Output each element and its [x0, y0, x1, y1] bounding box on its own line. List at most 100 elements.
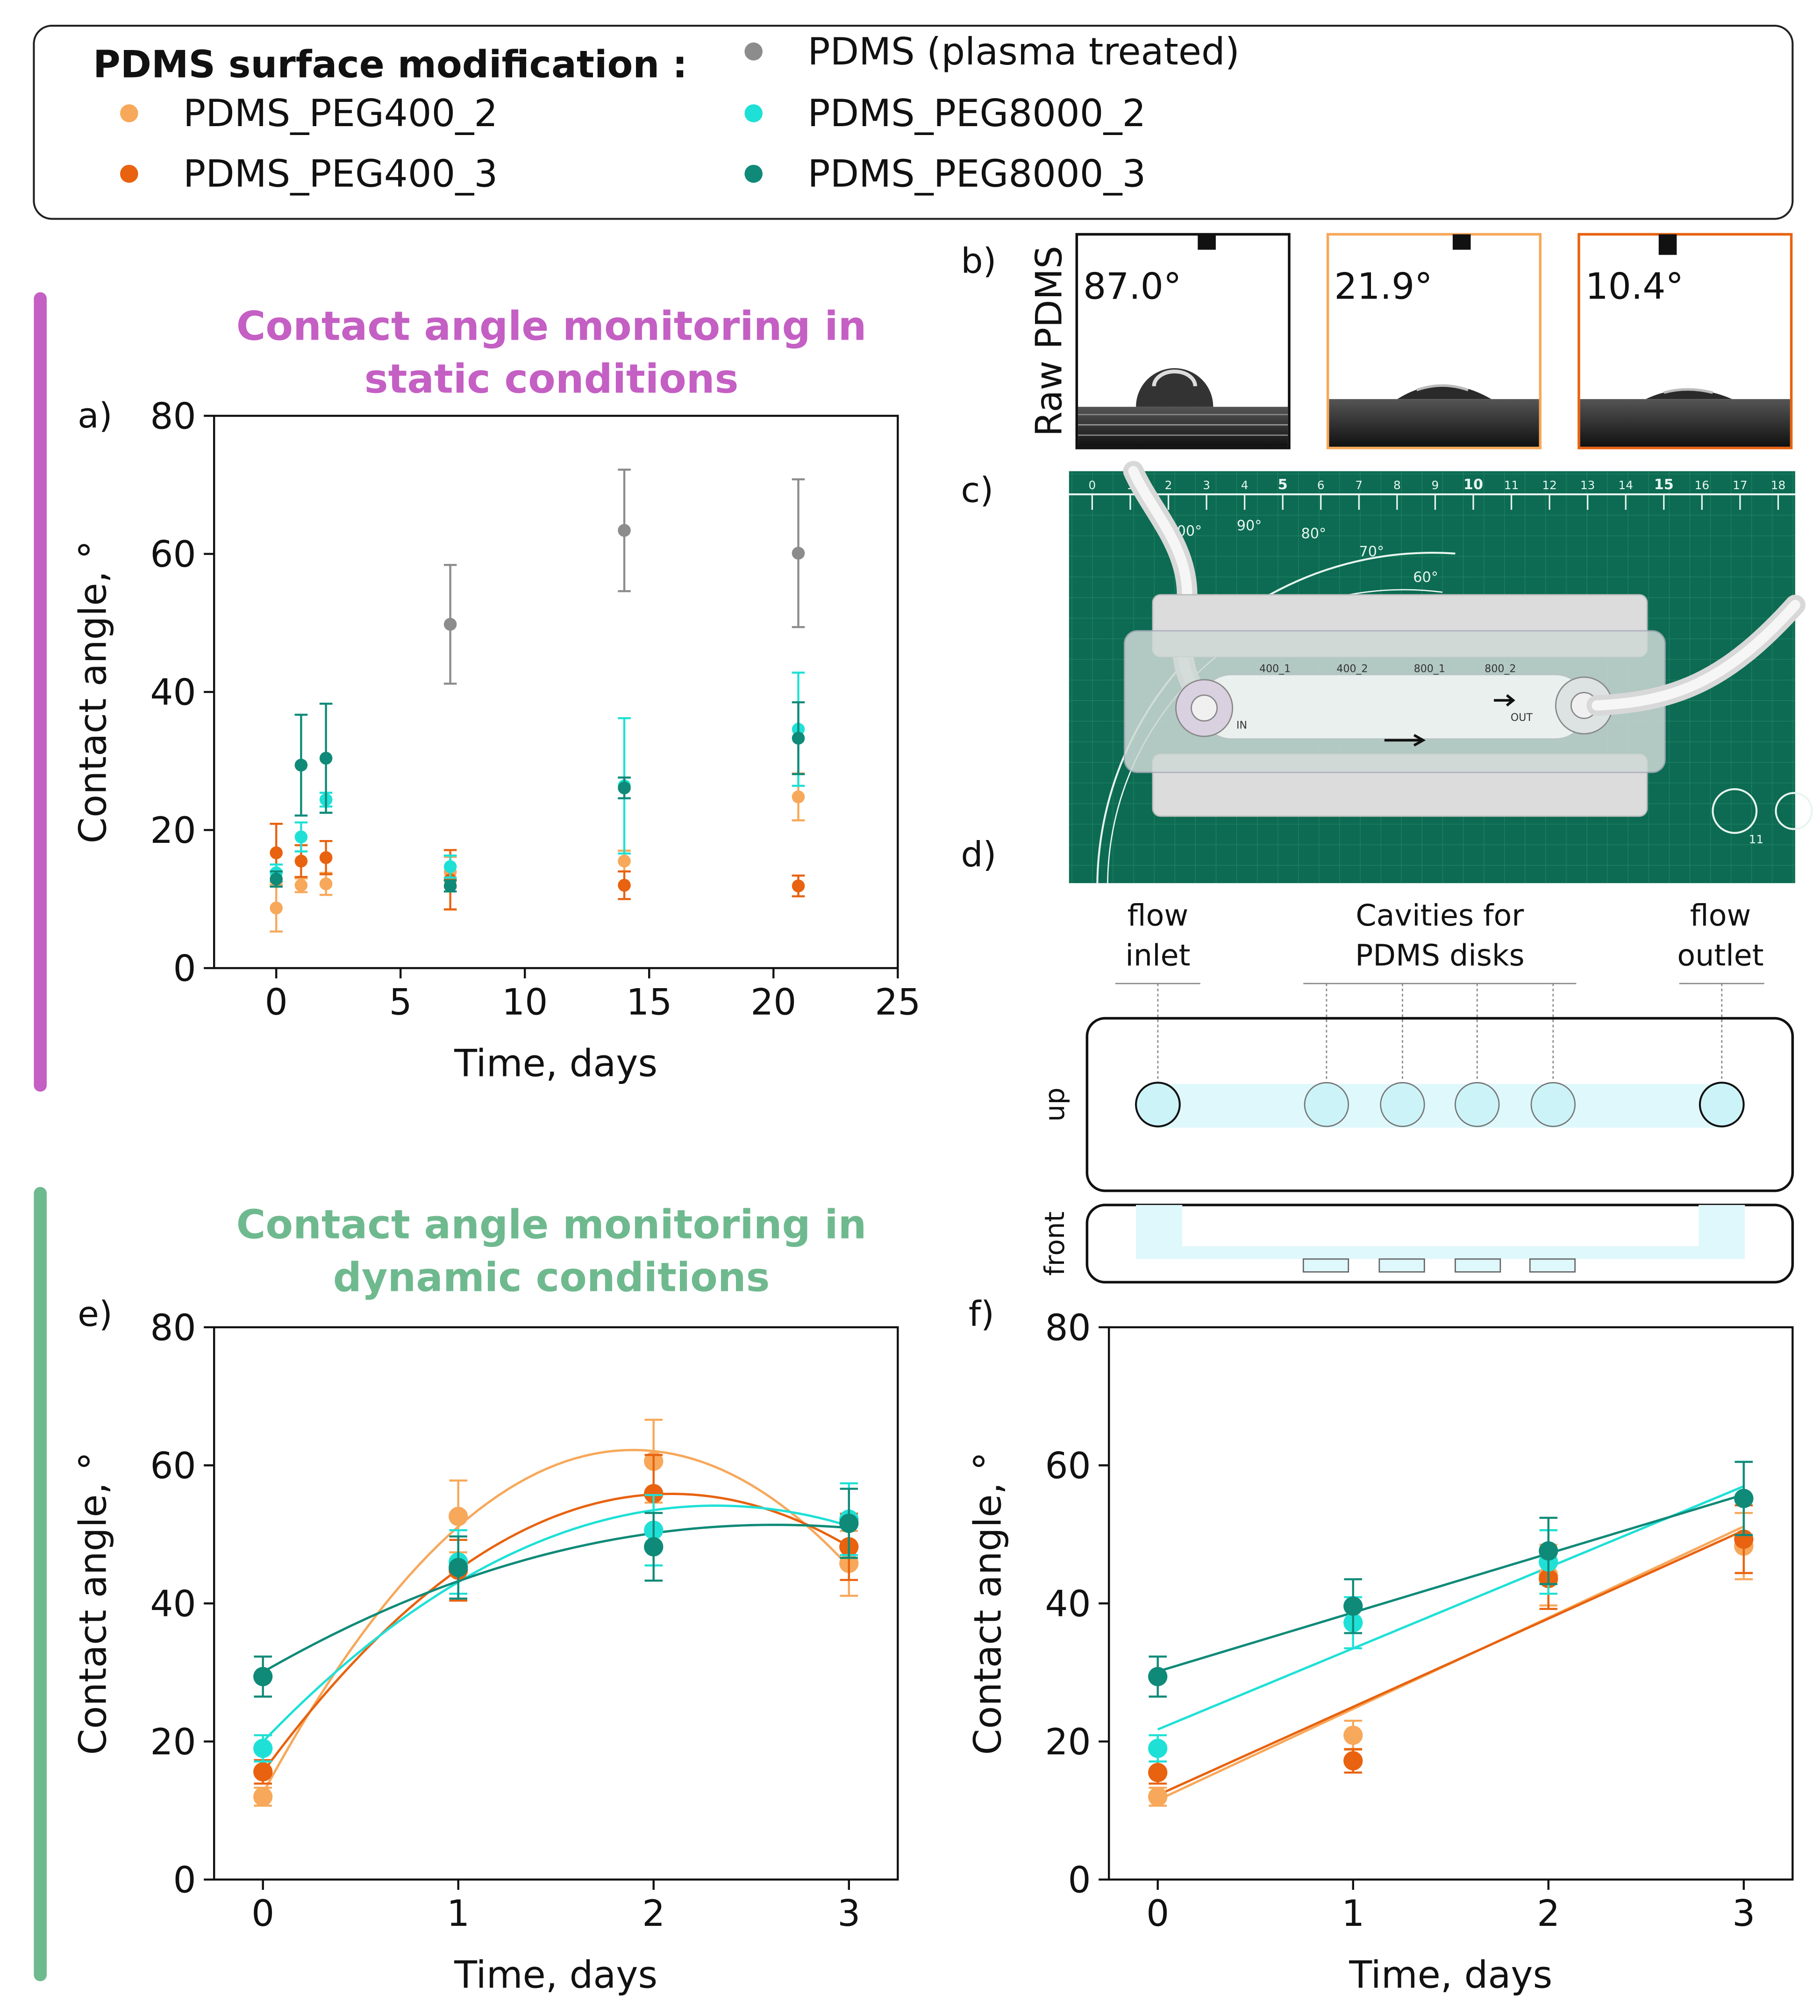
point-peg400_3: [644, 1484, 664, 1503]
point-peg8000_3: [253, 1667, 273, 1687]
point-peg8000_3: [270, 872, 283, 886]
top-view-label: up: [1039, 1087, 1071, 1121]
y-axis-label: Contact angle, °: [71, 1452, 115, 1755]
panel-label-f: f): [969, 1294, 994, 1334]
x-tick-label: 0: [1146, 1893, 1169, 1935]
legend-marker: [744, 164, 763, 183]
cavity: [1304, 1082, 1349, 1127]
x-tick-label: 3: [1732, 1893, 1755, 1935]
cavity-slot: [1529, 1258, 1576, 1273]
flow-arrow-icon: [1384, 734, 1426, 747]
legend-label: PDMS (plasma treated): [807, 30, 1239, 73]
point-peg8000_3: [1148, 1667, 1168, 1687]
device-schematic: flow inlet Cavities for PDMS disks flow …: [1039, 898, 1794, 1284]
ruler: 0 1 2 3 4 5 6 7 8 9 10 11 12 13 14 15 16 17 18: [1089, 477, 1785, 510]
chart-dynamic-quadratic: 0 20 40 60 80 0 1 2 3 Time, days Contact angle, °: [71, 1307, 899, 1996]
chart-dynamic-linear: 0 20 40 60 80 0 1 2 3 Time, days Contact angle, °: [966, 1307, 1794, 1996]
y-tick-label: 40: [1045, 1583, 1091, 1625]
protractor-label: 70°: [1359, 543, 1384, 560]
ruler-tick-label: 11: [1504, 478, 1519, 492]
point-peg8000_2: [253, 1738, 273, 1758]
inlet-label-line2: inlet: [1125, 938, 1190, 973]
ruler-tick-label: 8: [1393, 478, 1401, 492]
point-peg8000_3: [319, 752, 333, 765]
droplet-image-peg400-2: 21.9°: [1326, 233, 1542, 449]
point-peg400_3: [618, 878, 631, 892]
legend: PDMS surface modification : PDMS_PEG400_…: [33, 25, 1794, 220]
y-tick-label: 60: [150, 1445, 196, 1487]
point-peg400_3: [294, 855, 308, 868]
point-peg400_3: [319, 851, 333, 864]
chart-static: 0 20 40 60 80 0 5 10 15 20 25 Time, days Contact ang…: [71, 396, 921, 1085]
x-tick-label: 1: [1342, 1893, 1364, 1935]
x-tick-label: 20: [750, 981, 796, 1023]
fit-line-peg8000_2: [1157, 1485, 1744, 1731]
point-peg8000_3: [294, 758, 308, 772]
inlet-port: [1135, 1082, 1181, 1128]
protractor-label: 90°: [1237, 518, 1262, 534]
x-axis-label: Time, days: [1349, 1953, 1552, 1996]
ruler-tick-label: 6: [1317, 478, 1325, 492]
y-tick-label: 0: [1068, 1859, 1091, 1901]
plot-frame: [1108, 1326, 1794, 1881]
legend-marker: [744, 42, 763, 61]
ruler-tick-label: 2: [1165, 478, 1172, 492]
point-peg8000_3: [1734, 1489, 1754, 1508]
point-peg400_2: [253, 1787, 273, 1807]
ruler-tick-label: 5: [1278, 477, 1288, 493]
fit-line-peg8000_3: [1157, 1493, 1744, 1673]
legend-marker: [744, 104, 763, 122]
chip-cavity-label: 400_1: [1259, 663, 1291, 675]
ruler-tick-label: 12: [1542, 478, 1557, 492]
needle-icon: [1658, 234, 1677, 255]
legend-items: PDMS_PEG400_2 PDMS_PEG400_3 PDMS (plasma t…: [120, 30, 1240, 196]
point-peg400_2: [270, 901, 283, 915]
ruler-tick-label: 3: [1203, 478, 1210, 492]
x-tick-label: 10: [502, 981, 548, 1023]
device-photo: 0 1 2 3 4 5 6 7 8 9 10 11 12 13 14 15 16 17 18 100° 90° 80°7…: [1069, 461, 1813, 883]
chip-out-label: OUT: [1511, 712, 1533, 724]
point-plasma: [443, 618, 457, 631]
panel-label-d: d): [961, 834, 996, 875]
x-tick-label: 0: [251, 1893, 274, 1935]
protractor-label: 60°: [1413, 569, 1438, 585]
plot-frame: [213, 1326, 899, 1881]
droplet-image-raw: 87.0°: [1075, 233, 1291, 449]
y-tick-label: 20: [150, 810, 196, 852]
droplet-panel: Raw PDMS 87.0° 21.9° 10.4°: [1028, 233, 1793, 449]
fit-line-peg400_2: [262, 1449, 850, 1794]
chip-in-label: IN: [1236, 720, 1247, 732]
panel-label-a: a): [78, 395, 113, 436]
ruler-tick-label: 10: [1463, 477, 1483, 493]
y-tick-label: 80: [150, 396, 196, 438]
cavity-slot: [1378, 1258, 1425, 1273]
fit-line-peg8000_3: [262, 1524, 849, 1673]
y-tick-label: 20: [150, 1721, 196, 1763]
cavities-label-line1: Cavities for: [1356, 898, 1524, 933]
point-peg400_3: [253, 1762, 273, 1782]
cavity: [1380, 1082, 1425, 1127]
panel-label-b: b): [961, 241, 996, 281]
x-tick-label: 2: [642, 1893, 665, 1935]
legend-marker: [120, 164, 138, 183]
legend-marker: [120, 104, 138, 122]
point-plasma: [792, 547, 805, 560]
chip-cavity-label: 800_2: [1485, 663, 1516, 675]
x-tick-label: 2: [1537, 1893, 1560, 1935]
x-tick-label: 15: [626, 981, 672, 1023]
droplet-angle-raw: 87.0°: [1083, 265, 1181, 307]
y-tick-label: 80: [150, 1307, 196, 1349]
y-tick-label: 60: [1045, 1445, 1091, 1487]
static-title-line1: Contact angle monitoring in: [236, 303, 867, 349]
ruler-tick-label: 16: [1695, 478, 1710, 492]
top-view-frame: [1085, 1017, 1794, 1192]
point-peg400_2: [1148, 1787, 1168, 1807]
y-tick-label: 20: [1045, 1721, 1091, 1763]
chip-cavity-label: 800_1: [1414, 663, 1445, 675]
point-peg400_3: [1148, 1763, 1168, 1782]
point-peg400_2: [1343, 1725, 1363, 1745]
point-peg400_3: [792, 879, 805, 893]
legend-label: PDMS_PEG8000_2: [807, 92, 1146, 135]
point-peg8000_2: [1148, 1738, 1168, 1758]
